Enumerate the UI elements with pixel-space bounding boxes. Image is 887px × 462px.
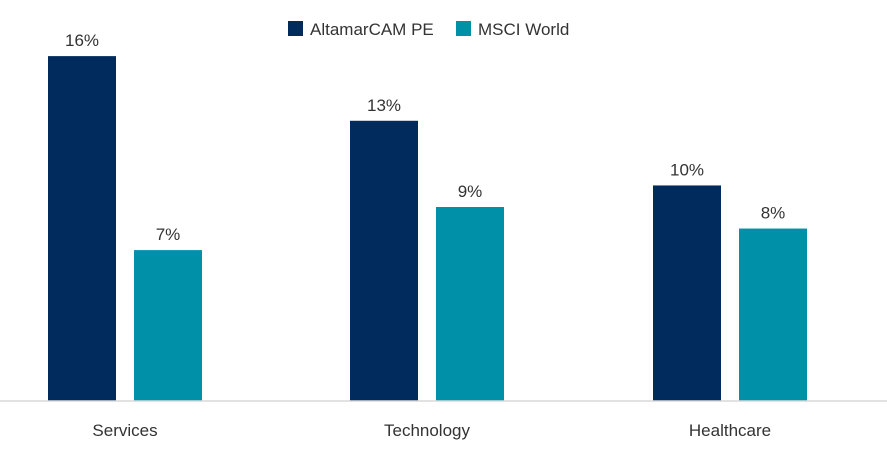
x-tick-label-healthcare: Healthcare [689,421,771,440]
legend-label-altamarcam-pe: AltamarCAM PE [310,20,434,39]
data-label-altamarcam-pe-services: 16% [65,31,99,50]
legend-swatch-altamarcam-pe [288,21,303,36]
bar-msci-world-services [134,250,202,401]
bars [48,56,807,402]
data-label-altamarcam-pe-healthcare: 10% [670,160,704,179]
x-axis-tick-labels: Services Technology Healthcare [92,421,771,440]
bar-msci-world-technology [436,207,504,401]
x-tick-label-services: Services [92,421,157,440]
data-label-msci-world-technology: 9% [458,182,483,201]
legend-swatch-msci-world [456,21,471,36]
data-labels: 16% 7% 13% 9% 10% 8% [65,31,785,244]
bar-altamarcam-pe-technology [350,120,418,402]
bar-msci-world-healthcare [739,228,807,401]
data-label-msci-world-healthcare: 8% [761,204,786,223]
legend-label-msci-world: MSCI World [478,20,569,39]
x-tick-label-technology: Technology [384,421,471,440]
bar-altamarcam-pe-healthcare [653,185,721,401]
bar-altamarcam-pe-services [48,56,116,401]
data-label-msci-world-services: 7% [156,225,181,244]
legend: AltamarCAM PE MSCI World [288,20,569,39]
data-label-altamarcam-pe-technology: 13% [367,96,401,115]
